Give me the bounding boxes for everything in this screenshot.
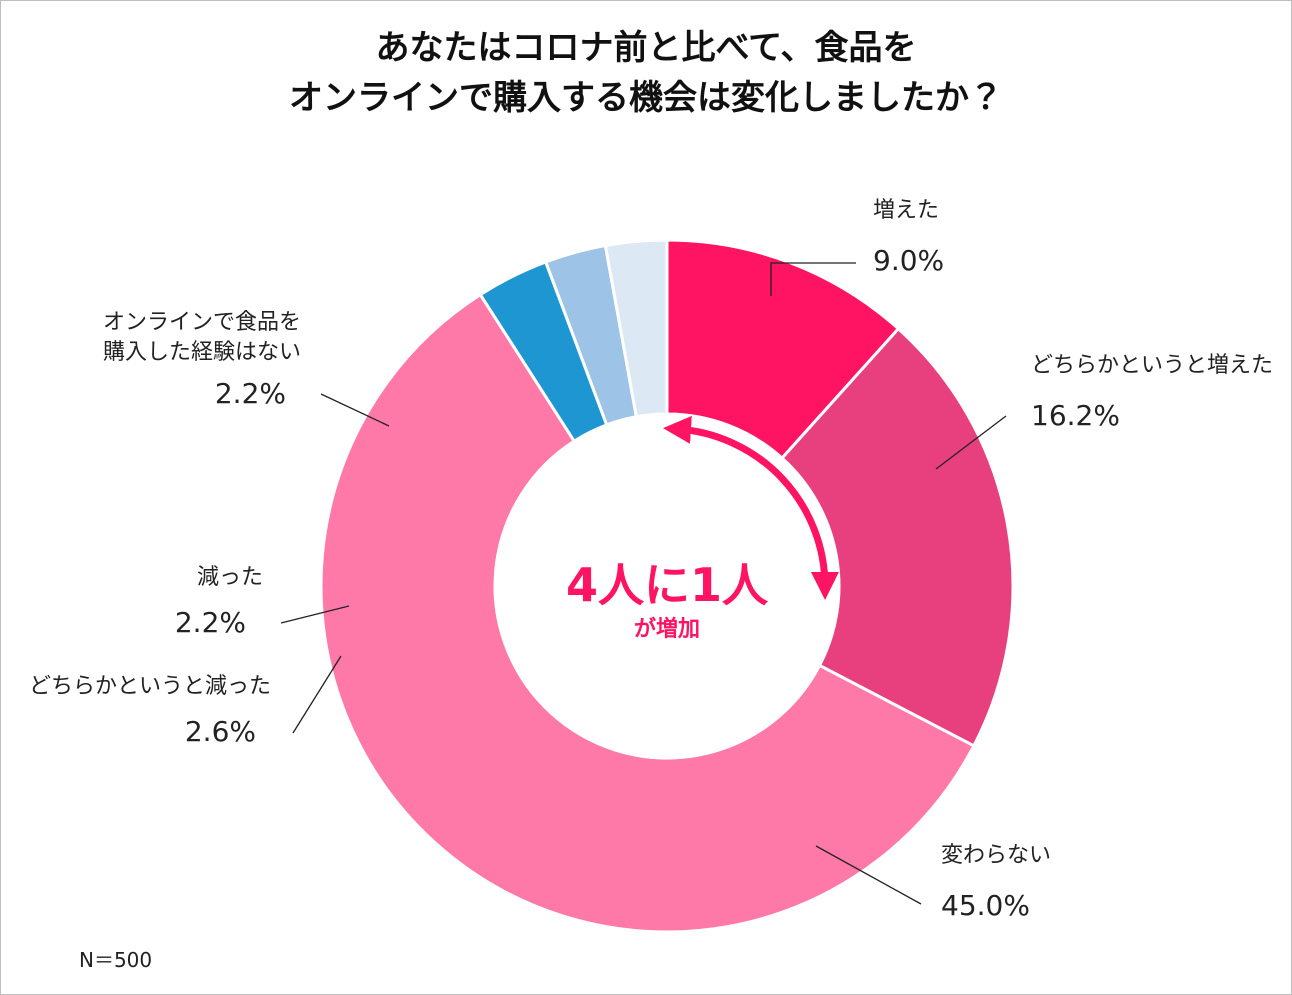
chart-title: あなたはコロナ前と比べて、食品を オンラインで購入する機会は変化しましたか？	[289, 28, 1003, 118]
value-label: 9.0%	[873, 244, 945, 277]
category-label: 増えた	[873, 198, 940, 223]
category-label: どちらかというと増えた	[1031, 353, 1274, 378]
category-label: 変わらない	[941, 843, 1052, 868]
note: N＝500	[79, 948, 153, 972]
leader-line	[815, 845, 922, 905]
value-label: 45.0%	[941, 889, 1030, 922]
leader-line	[770, 262, 856, 296]
category-label: オンラインで食品を 購入した経験はない	[102, 310, 301, 365]
category-label: どちらかというと減った	[28, 674, 271, 699]
category-label: 減った	[196, 565, 263, 590]
value-label: 2.2%	[174, 606, 246, 639]
annotation: が増加	[633, 617, 700, 642]
value-label: 16.2%	[1031, 399, 1120, 432]
arrow	[663, 415, 839, 600]
slice	[319, 292, 976, 934]
leader-line	[292, 655, 342, 734]
leader-line	[280, 605, 350, 624]
leader-lines	[280, 262, 1007, 905]
annotation: 4人に1人	[565, 558, 768, 612]
slices	[319, 238, 1015, 934]
leader-line	[320, 393, 390, 427]
leader-line	[935, 415, 1007, 470]
value-label: 2.6%	[184, 715, 256, 748]
slice	[603, 238, 669, 419]
value-label: 2.2%	[214, 377, 286, 410]
